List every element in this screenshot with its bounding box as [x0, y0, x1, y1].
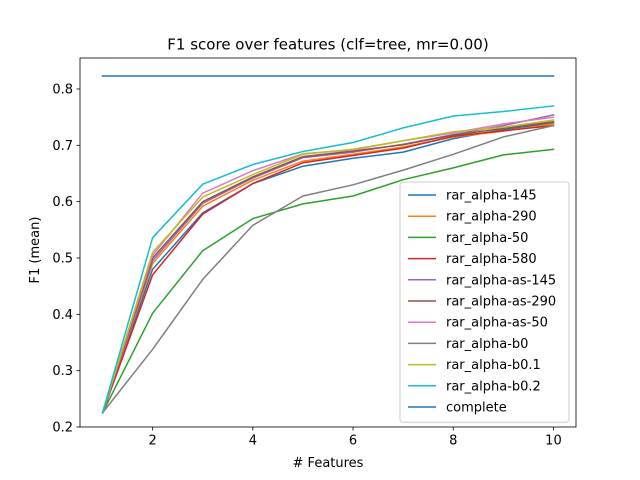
legend: rar_alpha-145 rar_alpha-290 rar_alpha-50ra…: [399, 181, 570, 423]
series-line-rar_alpha-b0: [101, 124, 555, 414]
y-tick-label: 0.8: [52, 82, 73, 97]
series-line-rar_alpha-as-290: [101, 120, 555, 414]
y-axis-label: F1 (mean): [28, 217, 43, 284]
legend-label: rar_alpha-580: [446, 252, 537, 267]
legend-box: [399, 181, 570, 423]
axes-frame: [79, 57, 577, 428]
legend-label: complete: [446, 401, 507, 416]
x-tick-label: 6: [349, 434, 357, 449]
legend-label: rar_alpha-as-145: [446, 273, 556, 288]
legend-label: rar_alpha-as-50: [446, 316, 548, 331]
chart-title: F1 score over features (clf=tree, mr=0.0…: [167, 36, 488, 54]
legend-label: rar_alpha-b0.2: [446, 379, 541, 394]
series-line-rar_alpha-580: [101, 124, 555, 414]
legend-label: rar_alpha-290: [446, 210, 537, 225]
series-line-rar_alpha-50: [101, 148, 555, 414]
series-line-rar_alpha-b0.1: [101, 119, 555, 414]
y-tick-label: 0.5: [52, 251, 73, 266]
y-tick-label: 0.2: [52, 421, 73, 436]
y-tick-label: 0.4: [52, 308, 73, 323]
x-axis-label: # Features: [293, 456, 364, 471]
legend-label: rar_alpha-b0.1: [446, 358, 541, 373]
series-line-rar_alpha-b0.2: [101, 105, 555, 414]
x-tick-label: 10: [545, 434, 562, 449]
y-tick-label: 0.6: [52, 195, 73, 210]
x-tick-label: 8: [449, 434, 457, 449]
axes: 2 4 6 8 10 0.2 0.3 0.4 0.5 0.6 0.7 0.8: [52, 57, 577, 449]
legend-label: rar_alpha-145: [446, 189, 537, 204]
y-tick-label: 0.7: [52, 139, 73, 154]
y-tick-label: 0.3: [52, 364, 73, 379]
x-tick-label: 4: [249, 434, 257, 449]
legend-label: rar_alpha-50: [446, 231, 528, 246]
plot-area: [101, 75, 555, 414]
legend-label: rar_alpha-as-290: [446, 295, 556, 310]
legend-label: rar_alpha-b0: [446, 337, 528, 352]
x-tick-label: 2: [149, 434, 157, 449]
